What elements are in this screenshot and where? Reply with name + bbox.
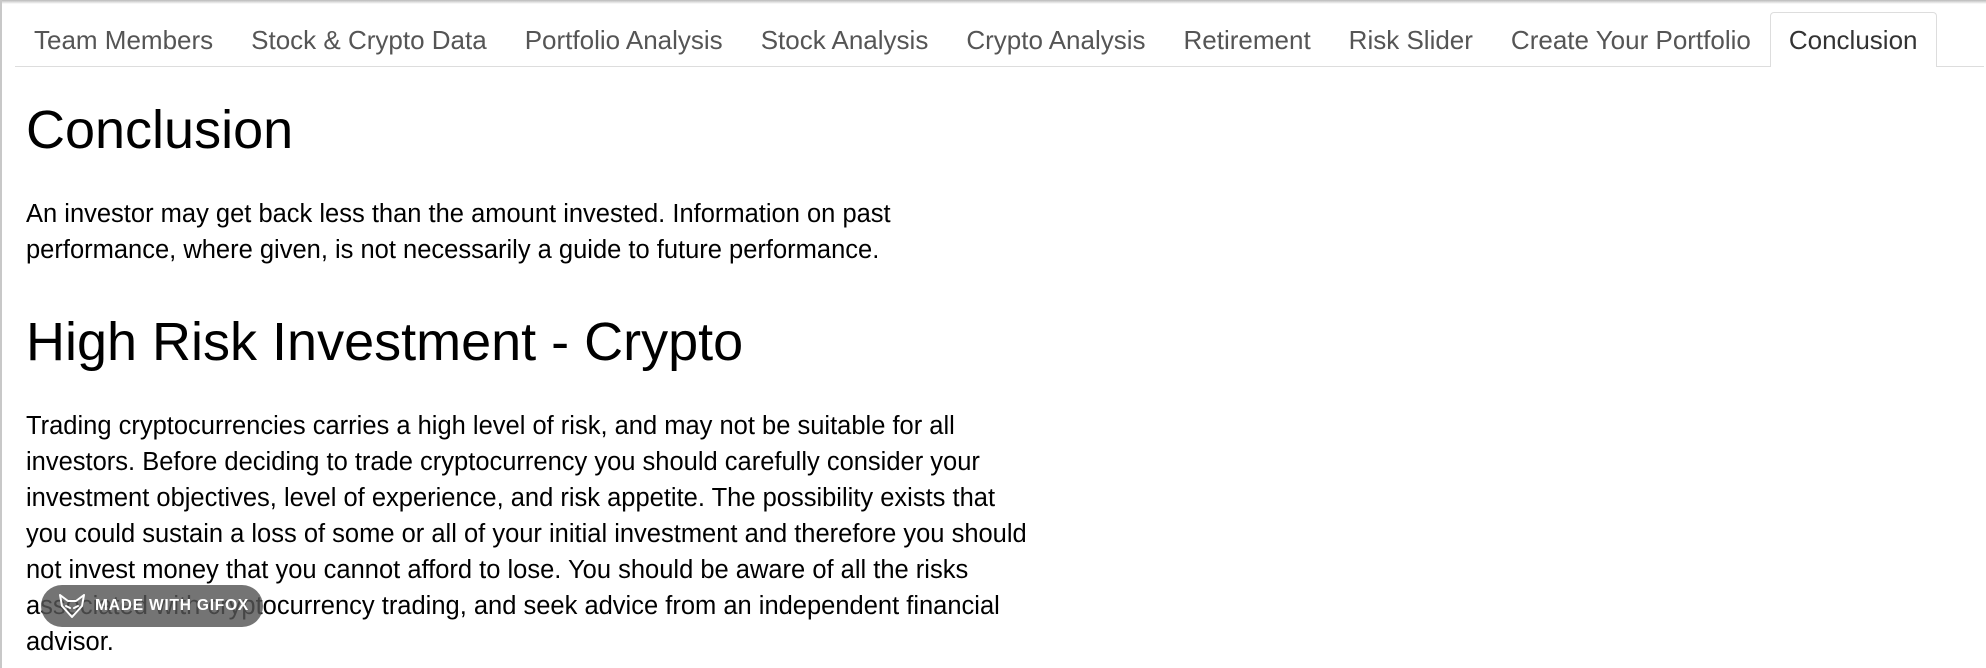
tab-crypto-analysis[interactable]: Crypto Analysis	[966, 24, 1146, 55]
tab-risk-slider[interactable]: Risk Slider	[1348, 24, 1473, 55]
tab-stock-crypto-data[interactable]: Stock & Crypto Data	[251, 24, 487, 55]
risk-heading: High Risk Investment - Crypto	[26, 312, 744, 372]
tab-retirement[interactable]: Retirement	[1183, 24, 1311, 55]
tab-create-your-portfolio[interactable]: Create Your Portfolio	[1510, 24, 1751, 55]
tab-stock-analysis[interactable]: Stock Analysis	[760, 24, 929, 55]
conclusion-heading: Conclusion	[26, 100, 294, 160]
window-top-edge	[0, 0, 1986, 4]
fox-icon	[59, 594, 85, 618]
gifox-watermark: MADE WITH GIFOX	[41, 585, 263, 627]
tab-bar: Team Members Stock & Crypto Data Portfol…	[15, 12, 1984, 67]
tab-portfolio-analysis[interactable]: Portfolio Analysis	[524, 24, 723, 55]
window-left-edge	[0, 0, 2, 668]
tab-conclusion[interactable]: Conclusion	[1769, 12, 1937, 67]
conclusion-paragraph: An investor may get back less than the a…	[26, 200, 891, 264]
tab-team-members[interactable]: Team Members	[34, 24, 214, 55]
gifox-watermark-text: MADE WITH GIFOX	[95, 597, 250, 614]
risk-paragraph: Trading cryptocurrencies carries a high …	[26, 412, 1027, 656]
